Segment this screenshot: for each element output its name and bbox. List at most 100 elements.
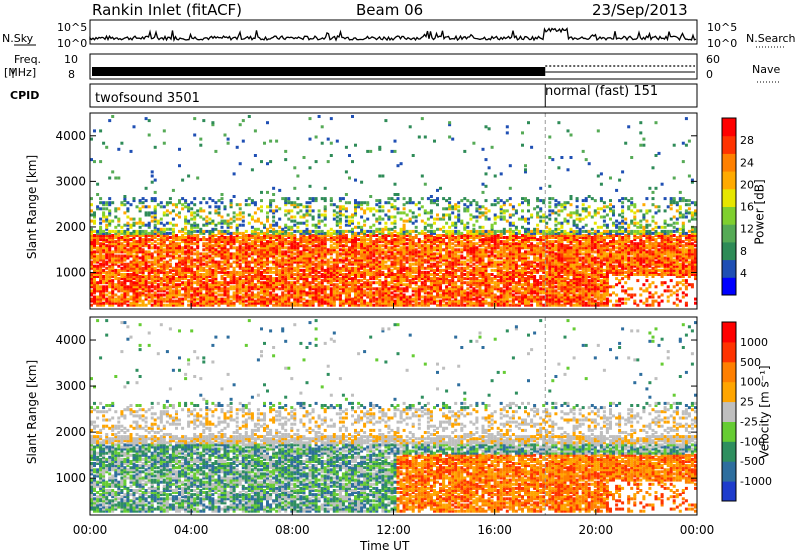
- heatmap-cell: [147, 211, 151, 215]
- heatmap-cell: [390, 197, 394, 201]
- heatmap-cell: [202, 217, 206, 221]
- heatmap-cell: [463, 242, 467, 246]
- heatmap-cell: [93, 250, 96, 254]
- heatmap-cell: [290, 301, 294, 305]
- heatmap-cell: [317, 209, 321, 213]
- heatmap-cell: [308, 117, 312, 121]
- heatmap-cell: [341, 264, 345, 268]
- heatmap-cell: [445, 207, 449, 211]
- heatmap-cell: [390, 260, 394, 264]
- heatmap-cell: [232, 266, 236, 270]
- heatmap-cell: [281, 291, 285, 295]
- heatmap-cell: [466, 221, 470, 225]
- heatmap-cell: [442, 197, 446, 201]
- heatmap-cell: [429, 277, 433, 281]
- heatmap-cell: [387, 197, 391, 201]
- heatmap-cell: [344, 219, 348, 223]
- heatmap-cell: [111, 219, 115, 223]
- heatmap-cell: [375, 234, 379, 237]
- heatmap-cell: [120, 201, 124, 205]
- heatmap-cell: [396, 266, 400, 270]
- heatmap-cell: [117, 229, 121, 233]
- heatmap-cell: [256, 266, 260, 270]
- heatmap-cell: [171, 273, 175, 276]
- heatmap-cell: [405, 219, 409, 223]
- heatmap-cell: [426, 270, 430, 274]
- heatmap-cell: [275, 209, 279, 213]
- heatmap-cell: [436, 197, 439, 201]
- heatmap-cell: [484, 207, 488, 211]
- heatmap-cell: [405, 283, 409, 287]
- freq-bar: [92, 67, 546, 76]
- heatmap-cell: [372, 258, 376, 262]
- heatmap-cell: [405, 266, 409, 270]
- heatmap-cell: [326, 248, 330, 252]
- heatmap-cell: [135, 205, 139, 209]
- heatmap-cell: [293, 234, 297, 237]
- heatmap-cell: [448, 213, 452, 217]
- heatmap-cell: [232, 291, 236, 295]
- heatmap-cell: [269, 139, 273, 143]
- heatmap-cell: [238, 262, 242, 266]
- heatmap-cell: [162, 141, 166, 145]
- heatmap-cell: [129, 238, 133, 242]
- heatmap-cell: [423, 182, 427, 186]
- heatmap-cell: [135, 229, 139, 233]
- heatmap-cell: [153, 178, 157, 182]
- heatmap-cell: [156, 283, 160, 287]
- heatmap-cell: [181, 287, 185, 291]
- heatmap-cell: [351, 160, 354, 164]
- heatmap-cell: [196, 223, 200, 227]
- heatmap-cell: [314, 283, 318, 287]
- heatmap-cell: [463, 273, 467, 276]
- heatmap-cell: [317, 281, 321, 285]
- heatmap-cell: [208, 229, 212, 233]
- heatmap-cell: [357, 303, 361, 307]
- heatmap-cell: [460, 254, 464, 258]
- heatmap-cell: [229, 221, 233, 225]
- heatmap-cell: [326, 229, 330, 233]
- heatmap-cell: [141, 205, 145, 209]
- heatmap-cell: [329, 231, 333, 235]
- heatmap-cell: [217, 250, 221, 254]
- heatmap-cell: [117, 268, 121, 272]
- heatmap-cell: [439, 293, 442, 297]
- heatmap-cell: [138, 260, 142, 264]
- heatmap-cell: [366, 301, 370, 305]
- heatmap-cell: [205, 260, 209, 264]
- heatmap-cell: [241, 119, 245, 123]
- heatmap-cell: [114, 176, 118, 180]
- heatmap-cell: [414, 266, 418, 270]
- heatmap-cell: [253, 211, 257, 215]
- heatmap-cell: [448, 270, 452, 274]
- heatmap-cell: [436, 299, 439, 303]
- heatmap-cell: [426, 264, 430, 268]
- heatmap-cell: [472, 262, 476, 266]
- heatmap-cell: [426, 234, 430, 237]
- heatmap-cell: [305, 201, 309, 205]
- heatmap-cell: [423, 266, 427, 270]
- heatmap-cell: [156, 246, 160, 250]
- heatmap-cell: [311, 266, 315, 270]
- heatmap-cell: [439, 217, 442, 221]
- heatmap-cell: [375, 281, 379, 285]
- heatmap-cell: [171, 223, 175, 227]
- heatmap-cell: [256, 207, 260, 211]
- heatmap-cell: [496, 197, 500, 201]
- heatmap-cell: [238, 123, 242, 127]
- heatmap-cell: [378, 199, 382, 203]
- heatmap-cell: [220, 193, 224, 196]
- heatmap-cell: [190, 246, 194, 250]
- heatmap-cell: [232, 172, 236, 176]
- heatmap-cell: [120, 266, 124, 270]
- heatmap-cell: [105, 293, 109, 297]
- heatmap-cell: [93, 264, 96, 268]
- heatmap-cell: [211, 219, 215, 223]
- heatmap-cell: [305, 227, 309, 231]
- heatmap-cell: [114, 215, 118, 219]
- heatmap-cell: [460, 260, 464, 264]
- heatmap-cell: [463, 289, 467, 293]
- heatmap-cell: [354, 143, 357, 147]
- heatmap-cell: [220, 281, 224, 285]
- heatmap-cell: [414, 225, 418, 229]
